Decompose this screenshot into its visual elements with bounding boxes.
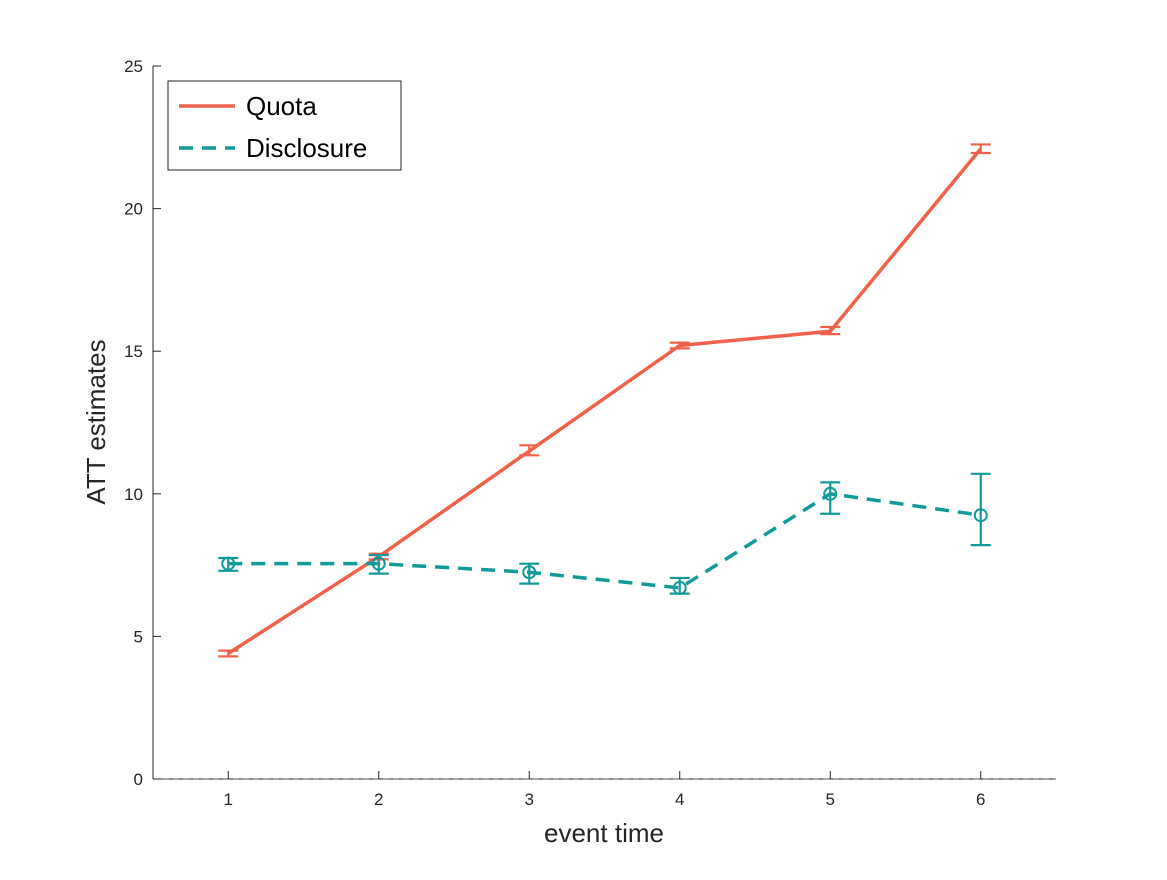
series-line <box>228 149 981 654</box>
y-tick-label: 20 <box>124 200 143 219</box>
y-axis-title: ATT estimates <box>81 339 111 504</box>
x-tick-label: 4 <box>675 790 684 809</box>
y-tick-label: 25 <box>124 57 143 76</box>
legend-label: Quota <box>246 91 317 121</box>
x-axis-title: event time <box>544 818 664 848</box>
series-disclosure <box>218 474 991 594</box>
y-tick-label: 5 <box>134 627 143 646</box>
series-line <box>228 494 981 588</box>
x-tick-label: 1 <box>224 790 233 809</box>
series-layer <box>218 144 991 656</box>
y-tick-label: 15 <box>124 342 143 361</box>
legend: Quota Disclosure <box>168 81 401 170</box>
y-tick-label: 10 <box>124 485 143 504</box>
x-tick-label: 2 <box>374 790 383 809</box>
legend-label: Disclosure <box>246 133 367 163</box>
x-tick-label: 3 <box>525 790 534 809</box>
y-tick-label: 0 <box>134 770 143 789</box>
x-tick-label: 6 <box>976 790 985 809</box>
x-tick-label: 5 <box>826 790 835 809</box>
